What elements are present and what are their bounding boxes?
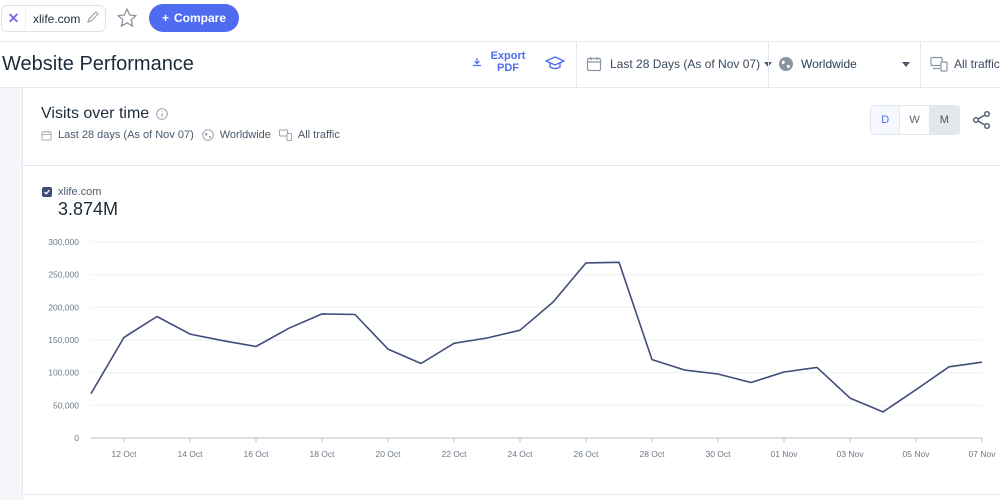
share-icon[interactable] [972,110,992,130]
granularity-weekly-button[interactable]: W [900,106,930,134]
y-tick-label: 0 [74,433,79,443]
header-divider [920,42,921,88]
traffic-label: All traffic [954,57,1000,71]
plus-icon: + [161,11,169,25]
traffic-source-selector[interactable]: All traffic [930,56,1000,72]
export-pdf-button[interactable]: Export PDF [472,50,528,74]
site-name: xlife.com [33,11,81,26]
visits-card-header: Visits over time Last 28 days (As of Nov… [23,88,1000,166]
site-favicon: ✕ [2,6,26,31]
granularity-daily-button[interactable]: D [871,106,901,134]
top-bar: ✕ xlife.com + Compare [0,0,1000,42]
compare-label: Compare [174,11,227,25]
x-tick-label: 12 Oct [111,449,137,459]
date-range-label: Last 28 Days (As of Nov 07) [610,57,761,71]
favorite-star-icon[interactable] [116,7,138,29]
site-chip[interactable]: ✕ xlife.com [1,5,106,32]
y-tick-label: 300,000 [48,237,79,247]
summary-traffic: All traffic [297,129,340,141]
info-icon[interactable] [156,108,168,120]
card-title: Visits over time [41,105,150,122]
x-tick-label: 01 Nov [771,449,799,459]
checkbox-checked-icon[interactable] [42,187,52,197]
left-rail [0,88,23,500]
devices-icon [930,56,948,72]
chevron-down-icon[interactable] [902,62,910,67]
x-tick-label: 28 Oct [639,449,665,459]
compare-button[interactable]: + Compare [149,4,239,32]
export-label-line2: PDF [497,62,519,74]
y-tick-label: 200,000 [48,302,79,312]
page-title: Website Performance [2,53,194,75]
country-selector[interactable]: Worldwide [778,56,857,72]
header-divider [576,42,577,88]
globe-icon [201,129,214,141]
globe-icon [779,57,793,71]
x-tick-label: 05 Nov [903,449,931,459]
x-tick-label: 16 Oct [243,449,269,459]
card-divider [23,494,1000,495]
header-divider [768,42,769,88]
y-tick-label: 250,000 [48,270,79,280]
y-tick-label: 50,000 [53,400,79,410]
summary-date: Last 28 days (As of Nov 07) [58,129,194,141]
calendar-icon [41,130,52,141]
x-tick-label: 18 Oct [309,449,335,459]
x-tick-label: 07 Nov [969,449,997,459]
x-tick-label: 24 Oct [507,449,533,459]
download-icon [473,58,481,67]
country-label: Worldwide [801,57,857,71]
export-label-line1: Export [490,50,526,62]
page-header: Website Performance Export PDF Last 28 D… [0,42,1000,88]
x-tick-label: 30 Oct [705,449,731,459]
x-tick-label: 20 Oct [375,449,401,459]
y-tick-label: 150,000 [48,335,79,345]
date-range-selector[interactable]: Last 28 Days (As of Nov 07) [586,56,773,72]
devices-icon [278,129,292,141]
y-tick-label: 100,000 [48,368,79,378]
x-tick-label: 22 Oct [441,449,467,459]
legend-site-name: xlife.com [58,186,102,198]
series-legend[interactable]: xlife.com [42,186,101,198]
visits-line-chart: 0 50,000 100,000 150,000 200,000 250,000 300,0… [48,237,997,459]
series-line [90,261,983,413]
granularity-toggle: D W M [870,105,960,135]
summary-geo: Worldwide [219,129,271,141]
x-tick-label: 26 Oct [573,449,599,459]
x-tick-label: 14 Oct [177,449,203,459]
granularity-monthly-button[interactable]: M [929,106,959,134]
graduation-cap-icon[interactable] [545,55,565,73]
card-filters-summary: Last 28 days (As of Nov 07) Worldwide Al… [41,129,348,141]
calendar-icon [586,57,602,72]
total-visits: 3.874M [58,199,119,219]
x-tick-label: 03 Nov [837,449,865,459]
edit-pencil-icon[interactable] [86,10,100,24]
